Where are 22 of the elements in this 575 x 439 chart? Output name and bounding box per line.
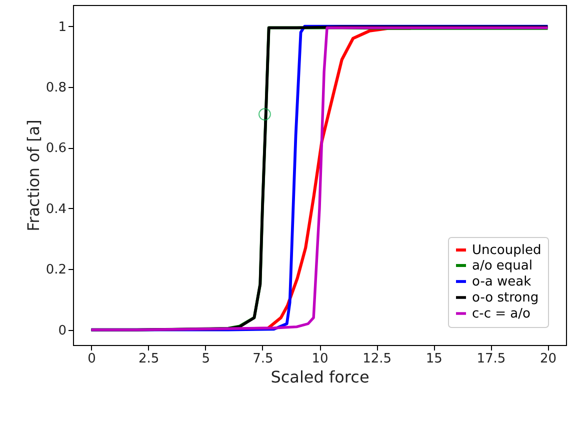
legend-label: c-c = a/o	[472, 306, 530, 322]
x-tick-label: 15	[426, 352, 442, 366]
y-tick-label: 0.8	[46, 80, 66, 96]
x-tick-label: 17.5	[476, 352, 506, 366]
legend-label: a/o equal	[472, 258, 532, 274]
legend-label: o-o strong	[472, 290, 539, 306]
y-axis-title: Fraction of [a]	[24, 120, 43, 232]
x-tick-label: 20	[540, 352, 557, 366]
legend-label: Uncoupled	[472, 243, 542, 258]
y-tick-label: 0.4	[46, 202, 66, 217]
x-tick-label: 7.5	[252, 352, 274, 366]
x-tick-label: 5	[202, 352, 210, 366]
x-tick-label: 12.5	[362, 352, 392, 366]
y-tick-label: 0.2	[46, 262, 66, 278]
x-tick-label: 10	[312, 352, 328, 366]
x-axis-title: Scaled force	[270, 368, 370, 386]
y-tick-label: 1	[58, 20, 66, 35]
legend-label: o-a weak	[472, 274, 532, 290]
y-tick-label: 0.6	[46, 141, 66, 156]
x-tick-label: 0	[88, 352, 96, 366]
x-tick-label: 2.5	[138, 352, 160, 366]
y-tick-label: 0	[58, 323, 66, 338]
